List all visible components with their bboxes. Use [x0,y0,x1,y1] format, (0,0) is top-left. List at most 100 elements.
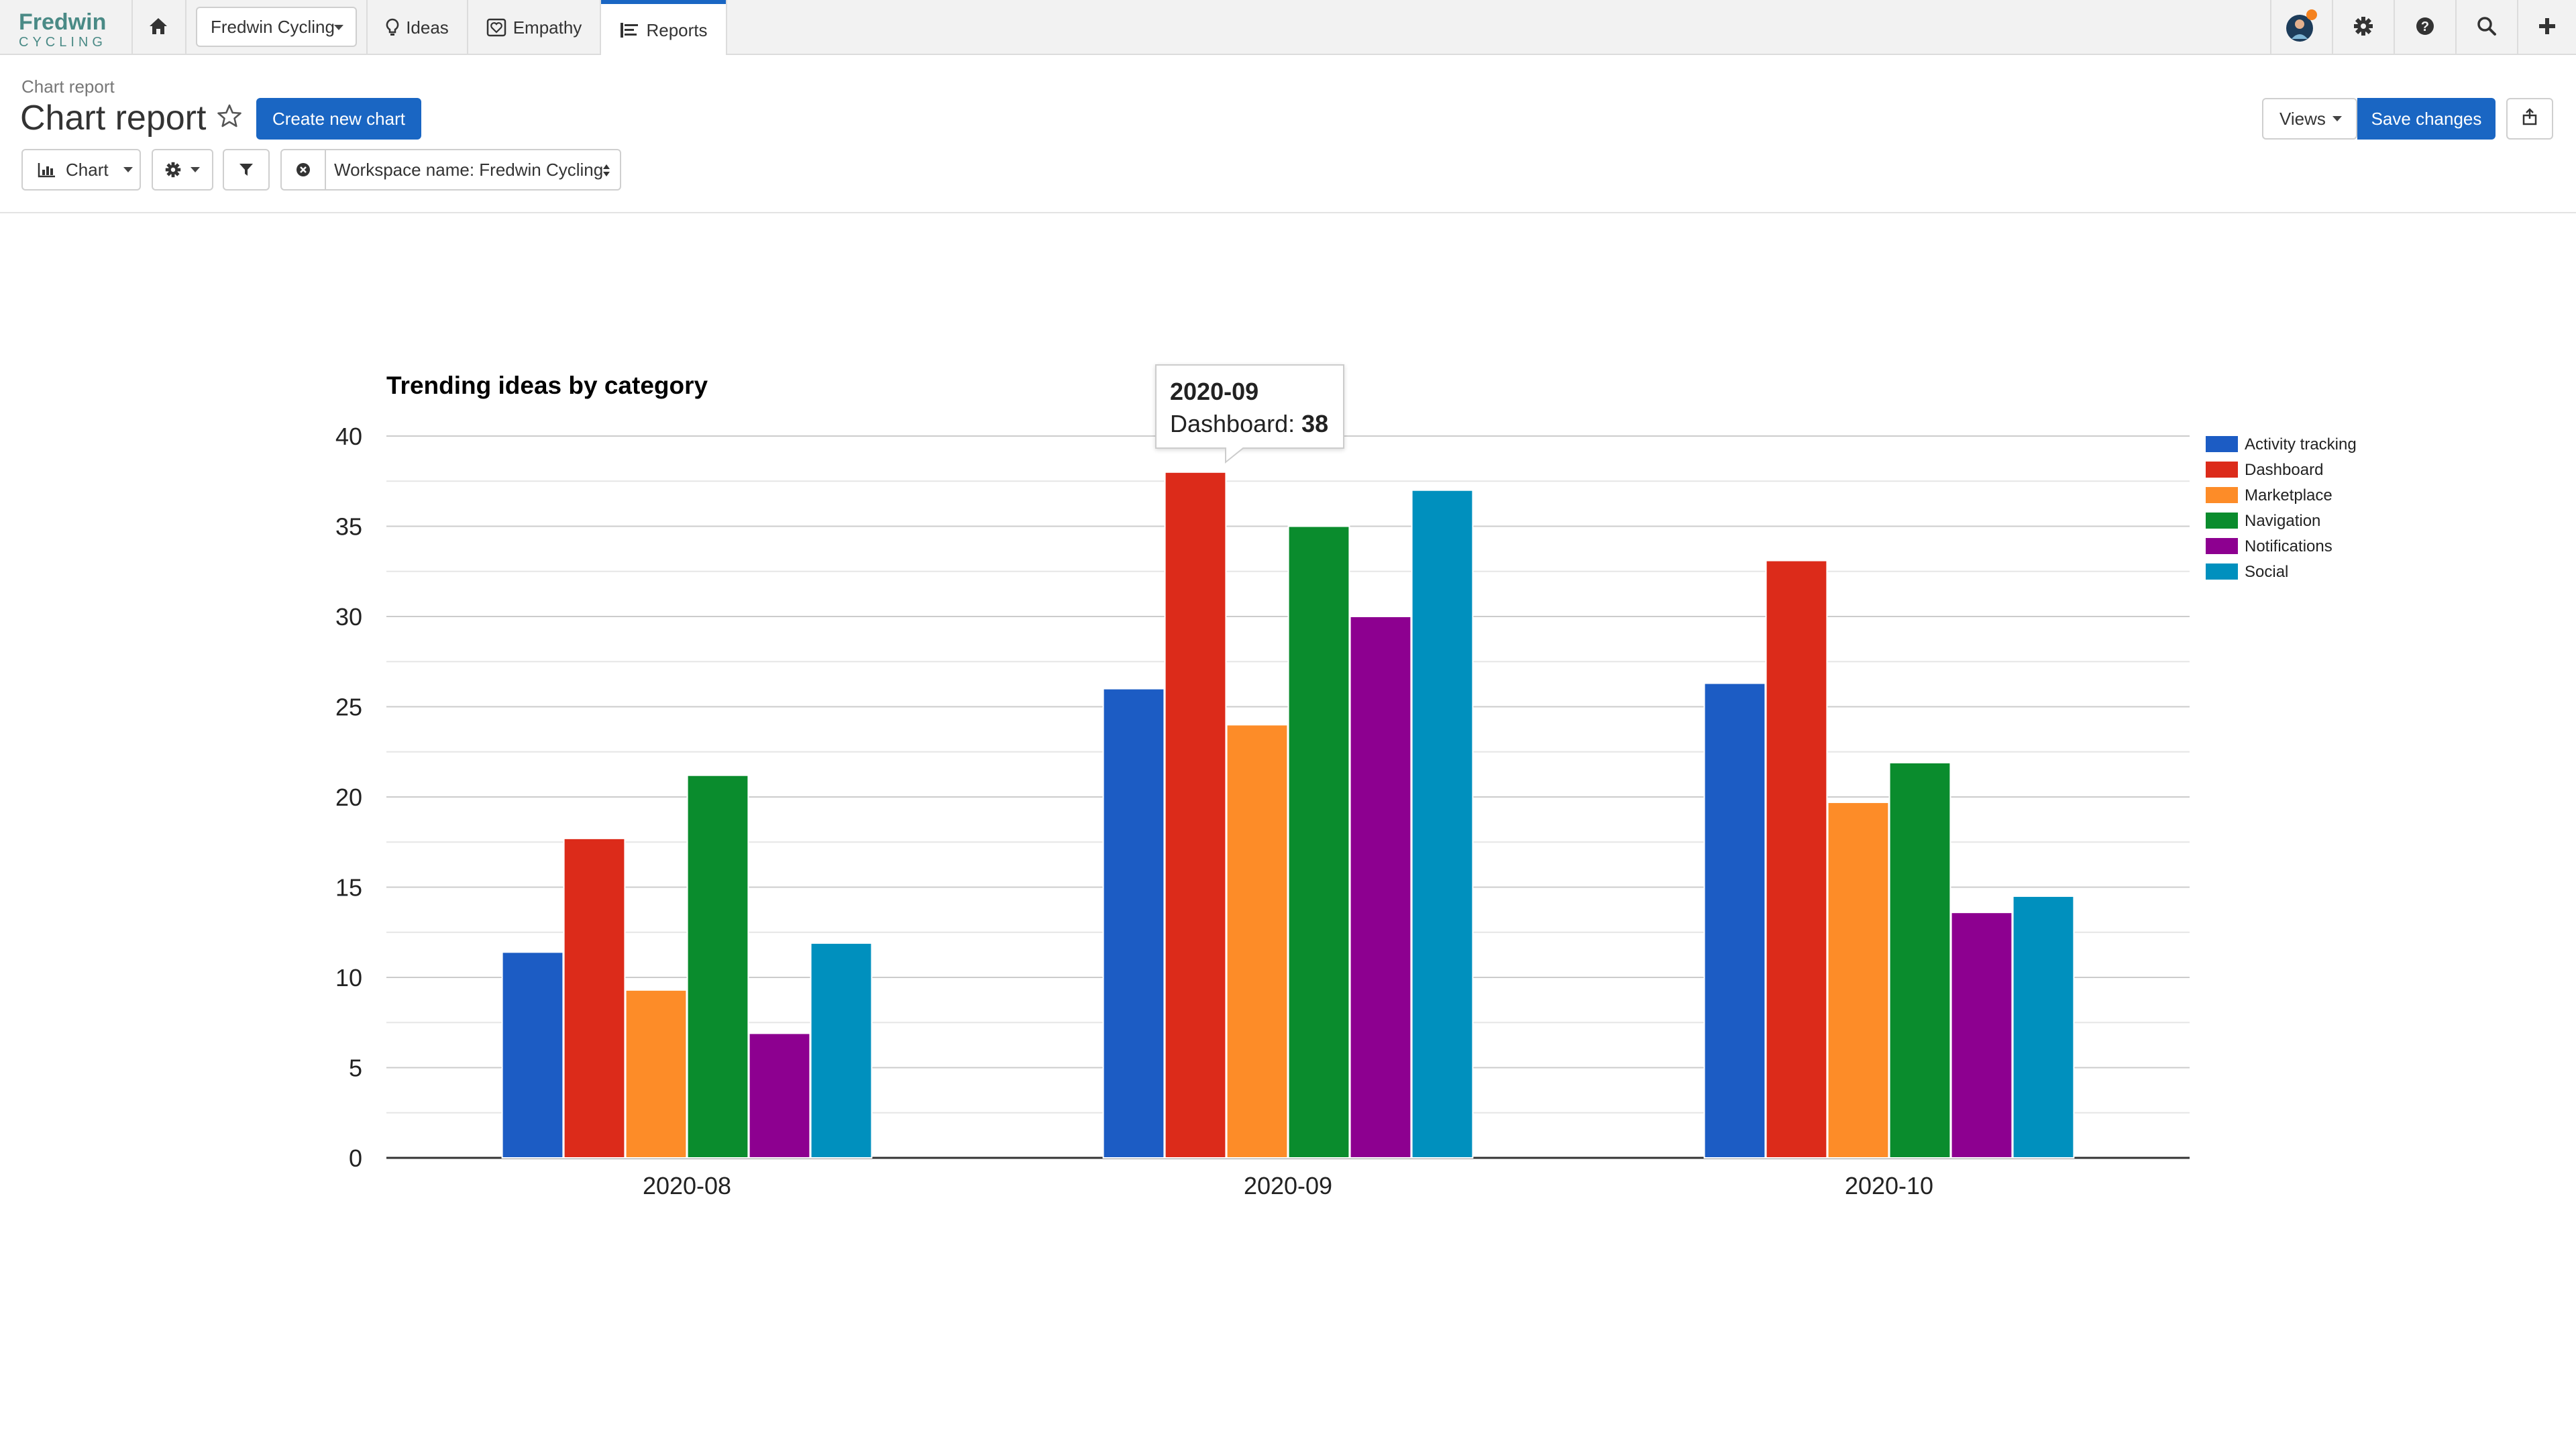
legend-label: Dashboard [2245,461,2323,479]
x-axis-ticks: 2020-08 2020-09 2020-10 [643,1172,1933,1199]
filter-icon [238,162,254,178]
tab-empathy[interactable]: Empathy [468,0,600,55]
tooltip-value: 38 [1301,410,1329,437]
legend-swatch [2206,436,2238,452]
save-changes-button[interactable]: Save changes [2357,98,2496,140]
legend-swatch [2206,513,2238,529]
x-tick-label: 2020-09 [1244,1172,1332,1199]
tab-label: Reports [646,19,708,40]
bar [1888,761,1951,1159]
export-button[interactable] [2506,98,2553,140]
create-new-chart-button[interactable]: Create new chart [256,98,421,140]
bar [2012,895,2075,1159]
breadcrumb[interactable]: Chart report [21,76,115,97]
help-icon: ? [2415,16,2435,40]
bar [1950,912,2013,1159]
tooltip-row: Dashboard: 38 [1170,410,1329,437]
bar-chart-icon [38,162,56,178]
bar [625,989,688,1159]
nav-divider [2270,0,2271,55]
nav-divider [131,0,133,55]
legend-label: Notifications [2245,537,2332,555]
legend-swatch [2206,462,2238,478]
nav-divider [600,0,601,55]
nav-divider [467,0,468,55]
search-icon [2477,16,2497,40]
lightbulb-icon [386,18,399,37]
bar [1226,724,1289,1159]
legend-label: Navigation [2245,512,2320,530]
chart-type-dropdown[interactable]: Chart [21,149,141,191]
legend-swatch [2206,487,2238,503]
legend-swatch [2206,564,2238,580]
brand-logo[interactable]: Fredwin CYCLING [19,9,113,50]
bar [1827,802,1890,1159]
settings-button[interactable] [2333,0,2394,55]
y-tick-label: 40 [335,423,362,450]
legend-label: Activity tracking [2245,435,2357,453]
chevron-down-icon [191,167,200,172]
bar [1703,682,1766,1159]
workspace-filter[interactable]: Workspace name: Fredwin Cycling [280,149,621,191]
nav-divider [2517,0,2518,55]
nav-divider [2332,0,2333,55]
x-tick-label: 2020-10 [1845,1172,1933,1199]
chart-type-label: Chart [66,159,109,180]
chart-tooltip: 2020-09 Dashboard: 38 [1155,364,1344,464]
plus-icon [2538,17,2556,38]
y-tick-label: 15 [335,874,362,902]
workspace-select[interactable]: Fredwin Cycling [196,7,357,47]
gear-icon [2353,16,2373,40]
x-tick-label: 2020-08 [643,1172,731,1199]
tab-reports[interactable]: Reports [601,0,726,56]
workspace-filter-label: Workspace name: Fredwin Cycling [334,159,604,180]
help-button[interactable]: ? [2395,0,2455,55]
chevron-down-icon [123,167,133,172]
bar [810,942,873,1159]
views-label: Views [2279,108,2326,129]
avatar [2284,8,2320,48]
bar [1349,616,1412,1159]
bar [1411,489,1474,1159]
tab-label: Empathy [513,17,582,38]
bar [1765,559,1828,1159]
y-tick-label: 25 [335,694,362,721]
filter-button[interactable] [223,149,270,191]
views-dropdown[interactable]: Views [2262,98,2357,140]
tooltip-series: Dashboard [1170,410,1289,437]
brand-tagline: CYCLING [19,35,107,50]
star-icon[interactable] [216,103,243,132]
chart-settings-dropdown[interactable] [152,149,213,191]
nav-divider [366,0,368,55]
bar [748,1032,811,1159]
y-tick-label: 20 [335,784,362,811]
chart-legend: Activity tracking Dashboard Marketplace Nav… [2206,435,2357,581]
chevron-down-icon [334,25,343,30]
search-button[interactable] [2457,0,2517,55]
svg-text:?: ? [2421,19,2429,34]
add-button[interactable] [2518,0,2576,55]
gear-icon [165,162,181,178]
page-title: Chart report [20,99,207,138]
bar [1164,471,1227,1159]
report-icon [619,21,639,39]
legend-label: Marketplace [2245,486,2332,504]
nav-divider [2394,0,2395,55]
chart-bars [501,471,2075,1159]
user-menu[interactable] [2271,0,2332,55]
home-button[interactable] [131,0,185,55]
y-tick-label: 5 [349,1055,362,1082]
tab-ideas[interactable]: Ideas [368,0,467,55]
y-tick-label: 35 [335,513,362,541]
bar [563,837,626,1159]
share-icon [2522,107,2538,130]
y-tick-label: 30 [335,603,362,631]
nav-divider [185,0,186,55]
nav-divider [726,0,727,55]
remove-filter-icon[interactable] [282,150,326,189]
home-icon [148,17,168,39]
bar-chart: Trending ideas by category 0 5 10 15 20 25 30 3… [335,372,2357,1199]
chevron-down-icon [2332,116,2342,121]
y-tick-label: 0 [349,1144,362,1172]
legend-swatch [2206,538,2238,554]
